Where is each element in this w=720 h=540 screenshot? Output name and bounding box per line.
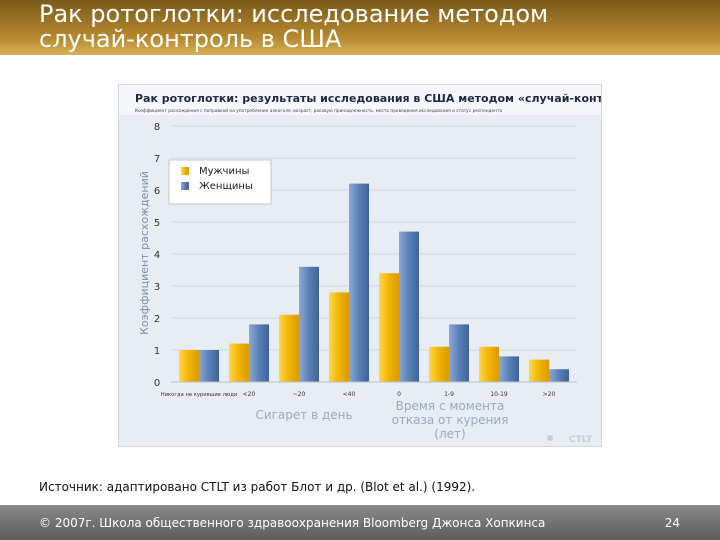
chart-subtitle: Коэффициент расхождения с поправкой на у… bbox=[135, 107, 502, 114]
bar-women bbox=[399, 231, 419, 382]
bar-men bbox=[479, 346, 499, 382]
footer: © 2007г. Школа общественного здравоохран… bbox=[0, 505, 720, 540]
bar-men bbox=[179, 350, 199, 382]
bar-men bbox=[329, 292, 349, 382]
y-tick-label: 8 bbox=[154, 122, 160, 133]
bar-chart: Рак ротоглотки: результаты исследования … bbox=[119, 85, 641, 446]
y-axis-label: Коэффициент расхождений bbox=[138, 171, 151, 335]
legend: Мужчины Женщины bbox=[168, 159, 272, 205]
copyright-text: © 2007г. Школа общественного здравоохран… bbox=[39, 516, 546, 530]
legend-swatch-women bbox=[181, 182, 189, 190]
x-tick-labels: Никогда не курившие люди <20 ~20 <40 0 1-9 10-… bbox=[161, 391, 556, 398]
y-tick-label: 1 bbox=[154, 346, 160, 357]
x-tick-label: <20 bbox=[243, 391, 256, 398]
bar-women bbox=[199, 350, 219, 382]
title-bar: Рак ротоглотки: исследование методом слу… bbox=[0, 0, 720, 55]
bar-women bbox=[349, 183, 369, 382]
y-tick-label: 3 bbox=[154, 282, 160, 293]
bar-women bbox=[499, 356, 519, 382]
x-tick-label: 1-9 bbox=[444, 391, 454, 398]
bar-men bbox=[379, 273, 399, 382]
x-tick-label: 0 bbox=[397, 391, 401, 398]
y-tick-label: 4 bbox=[154, 250, 160, 261]
group-label-quit-time: Время с момента отказа от курения (лет) bbox=[392, 399, 509, 441]
group-label-cigarettes: Сигарет в день bbox=[255, 408, 352, 422]
y-tick-label: 7 bbox=[154, 154, 160, 165]
y-tick-labels: 0 1 2 3 4 5 6 7 8 bbox=[154, 122, 160, 389]
ctlt-logo: CTLT bbox=[547, 435, 593, 445]
svg-text:CTLT: CTLT bbox=[569, 435, 593, 445]
x-tick-label: Никогда не курившие люди bbox=[161, 392, 237, 398]
slide-title-line-1: Рак ротоглотки: исследование методом bbox=[39, 0, 549, 28]
legend-swatch-men bbox=[181, 167, 189, 175]
x-tick-label: >20 bbox=[543, 391, 556, 398]
bar-men bbox=[279, 314, 299, 382]
y-tick-label: 6 bbox=[154, 186, 160, 197]
svg-text:Время с момента: Время с момента bbox=[396, 399, 505, 413]
legend-label-men: Мужчины bbox=[199, 166, 249, 177]
y-tick-label: 5 bbox=[154, 218, 160, 229]
page-number: 24 bbox=[664, 516, 680, 530]
bar-women bbox=[249, 324, 269, 382]
chart-panel: Рак ротоглотки: результаты исследования … bbox=[118, 84, 641, 447]
bar-women bbox=[549, 369, 569, 382]
x-tick-label: ~20 bbox=[293, 391, 306, 398]
x-tick-label: <40 bbox=[343, 391, 356, 398]
bar-men bbox=[529, 359, 549, 382]
source-note: Источник: адаптировано CTLT из работ Бло… bbox=[39, 480, 476, 494]
legend-label-women: Женщины bbox=[199, 181, 253, 192]
svg-text:отказа от курения: отказа от курения bbox=[392, 413, 509, 427]
bar-men bbox=[429, 346, 449, 382]
bar-men bbox=[229, 343, 249, 382]
svg-text:(лет): (лет) bbox=[434, 427, 465, 441]
slide-title-line-2: случай-контроль в США bbox=[39, 25, 342, 53]
bar-women bbox=[299, 266, 319, 382]
y-tick-label: 0 bbox=[154, 378, 160, 389]
bar-women bbox=[449, 324, 469, 382]
x-tick-label: 10-19 bbox=[490, 391, 508, 398]
y-tick-label: 2 bbox=[154, 314, 160, 325]
bars bbox=[179, 183, 569, 382]
chart-title: Рак ротоглотки: результаты исследования … bbox=[135, 92, 601, 105]
